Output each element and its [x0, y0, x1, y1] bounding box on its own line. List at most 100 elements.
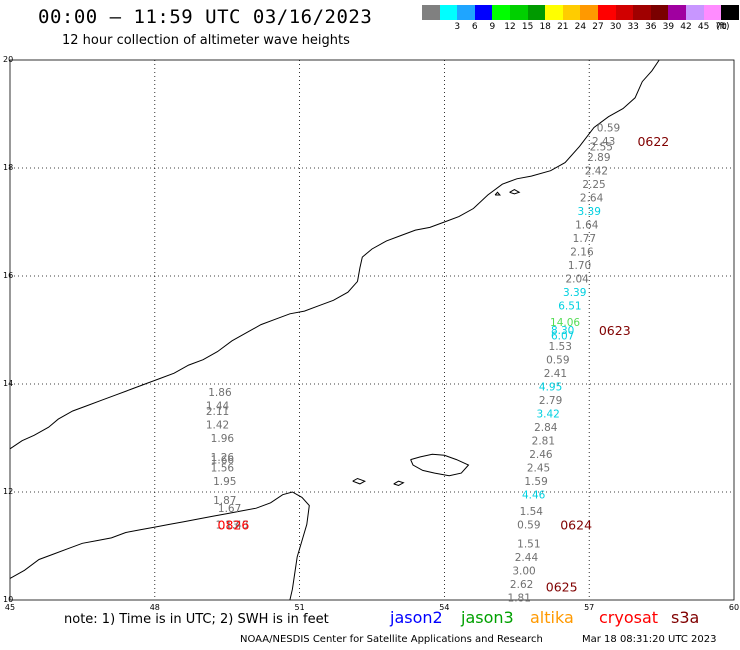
- wave-height-value: 1.67: [218, 503, 241, 515]
- satellite-cryosat: cryosat: [599, 608, 659, 627]
- wave-height-value: 2.44: [515, 552, 539, 564]
- legend-label: 33: [627, 22, 639, 32]
- legend-label: 30: [609, 22, 622, 32]
- legend-label: 24: [574, 22, 587, 32]
- map-title: 00:00 – 11:59 UTC 03/16/2023: [38, 6, 373, 28]
- latitude-tick-label: 10: [3, 595, 14, 604]
- wave-height-value: 0.59: [517, 519, 540, 531]
- legend-swatch: [580, 5, 598, 20]
- wave-height-value: 1.59: [524, 476, 547, 488]
- wave-height-value: 0.59: [546, 355, 569, 367]
- wave-height-value: 1.87: [213, 495, 236, 507]
- wave-height-value: 2.41: [544, 368, 567, 380]
- legend-swatch: [598, 5, 616, 20]
- legend-swatch: [510, 5, 528, 20]
- wave-height-value: 2.55: [590, 141, 613, 153]
- pass-time-label: 0826: [218, 517, 250, 532]
- satellite-jason2: jason2: [390, 608, 443, 627]
- wave-height-value: 2.46: [529, 449, 553, 461]
- small-island: [494, 191, 502, 196]
- legend-swatch: [457, 5, 475, 20]
- legend-swatch: [703, 5, 722, 20]
- satellite-s3a: s3a: [671, 608, 700, 627]
- wave-height-value: 4.46: [522, 490, 546, 502]
- legend-label: 3: [454, 22, 461, 32]
- legend-swatch: [668, 5, 686, 20]
- legend-swatch: [615, 5, 634, 20]
- legend-label: 18: [539, 22, 551, 32]
- longitude-tick-label: 45: [4, 603, 16, 612]
- socotra-island: [410, 453, 470, 477]
- wave-height-value: 1.26: [211, 452, 235, 464]
- wave-height-value: 2.64: [580, 193, 604, 205]
- wave-height-value: 14.06: [550, 317, 580, 329]
- pass-time-label: 0625: [546, 580, 578, 595]
- legend-label: 21: [557, 22, 569, 32]
- pass-time-label: 0624: [560, 517, 592, 532]
- small-island: [509, 189, 521, 195]
- graticule: [10, 60, 734, 600]
- wave-height-value: 1.51: [517, 538, 540, 550]
- wave-height-value: 1.53: [549, 341, 572, 353]
- longitude-tick-label: 48: [149, 603, 160, 612]
- generated-timestamp: Mar 18 08:31:20 UTC 2023: [582, 634, 717, 645]
- latitude-tick-label: 12: [3, 487, 14, 496]
- coastlines: [9, 59, 660, 601]
- wave-height-value: 3.39: [578, 206, 601, 218]
- longitude-tick-label: 57: [584, 603, 595, 612]
- wave-height-value: 2.62: [510, 579, 533, 591]
- wave-height-value: 2.04: [565, 274, 589, 286]
- wave-height-value: 1.13: [216, 519, 239, 531]
- legend-swatch: [527, 5, 546, 20]
- longitude-tick-label: 51: [294, 603, 305, 612]
- wave-height-value: 1.44: [206, 401, 230, 413]
- legend-label: 36: [645, 22, 657, 32]
- legend-swatch: [439, 5, 458, 20]
- wave-height-value: 2.25: [582, 179, 605, 191]
- latitude-tick-label: 14: [3, 379, 14, 388]
- legend-label: 70: [715, 22, 727, 32]
- latitude-tick-label: 16: [3, 271, 14, 280]
- legend-swatch: [422, 5, 440, 20]
- small-island: [352, 477, 366, 485]
- wave-height-value: 6.51: [558, 301, 581, 313]
- legend-swatch: [650, 5, 669, 20]
- wave-height-value: 2.81: [532, 436, 555, 448]
- legend-label: 27: [592, 22, 604, 32]
- wave-height-value: 3.00: [512, 565, 535, 577]
- legend-label: 45: [697, 22, 710, 32]
- satellite-altika: altika: [530, 608, 574, 627]
- wave-height-value: 8.30: [551, 325, 574, 337]
- arabian-coastline: [9, 59, 660, 450]
- longitude-tick-label: 54: [439, 603, 450, 612]
- wave-height-value: 1.77: [573, 233, 596, 245]
- satellite-jason3: jason3: [461, 608, 514, 627]
- wave-height-value: 2.11: [206, 406, 229, 418]
- legend-swatch: [474, 5, 493, 20]
- legend-label: 6: [471, 22, 478, 32]
- wave-height-value: 1.70: [568, 260, 591, 272]
- map-subtitle: 12 hour collection of altimeter wave hei…: [62, 33, 350, 48]
- latitude-tick-label: 18: [3, 163, 14, 172]
- legend-label: 15: [521, 22, 534, 32]
- legend-swatch: [633, 5, 651, 20]
- wave-height-value: 2.16: [570, 247, 594, 259]
- latitude-tick-label: 20: [3, 55, 14, 64]
- legend-unit: (ft): [716, 22, 730, 32]
- pass-time-label: 0623: [599, 323, 631, 338]
- wave-height-value: 1.64: [575, 220, 599, 232]
- pass-time-label: 0622: [637, 134, 669, 149]
- legend-label: 12: [504, 22, 516, 32]
- legend-label: 39: [662, 22, 675, 32]
- wave-height-value: 2.43: [592, 136, 615, 148]
- wave-height-value: 4.95: [539, 382, 562, 394]
- legend-swatch: [545, 5, 563, 20]
- footnote: note: 1) Time is in UTC; 2) SWH is in fe…: [64, 612, 329, 627]
- legend-swatch: [686, 5, 704, 20]
- wave-height-value: 1.96: [211, 433, 235, 445]
- wave-height-value: 1.42: [206, 420, 229, 432]
- legend-swatch: [492, 5, 510, 20]
- wave-height-value: 2.79: [539, 395, 562, 407]
- wave-height-value: 0.59: [597, 123, 620, 135]
